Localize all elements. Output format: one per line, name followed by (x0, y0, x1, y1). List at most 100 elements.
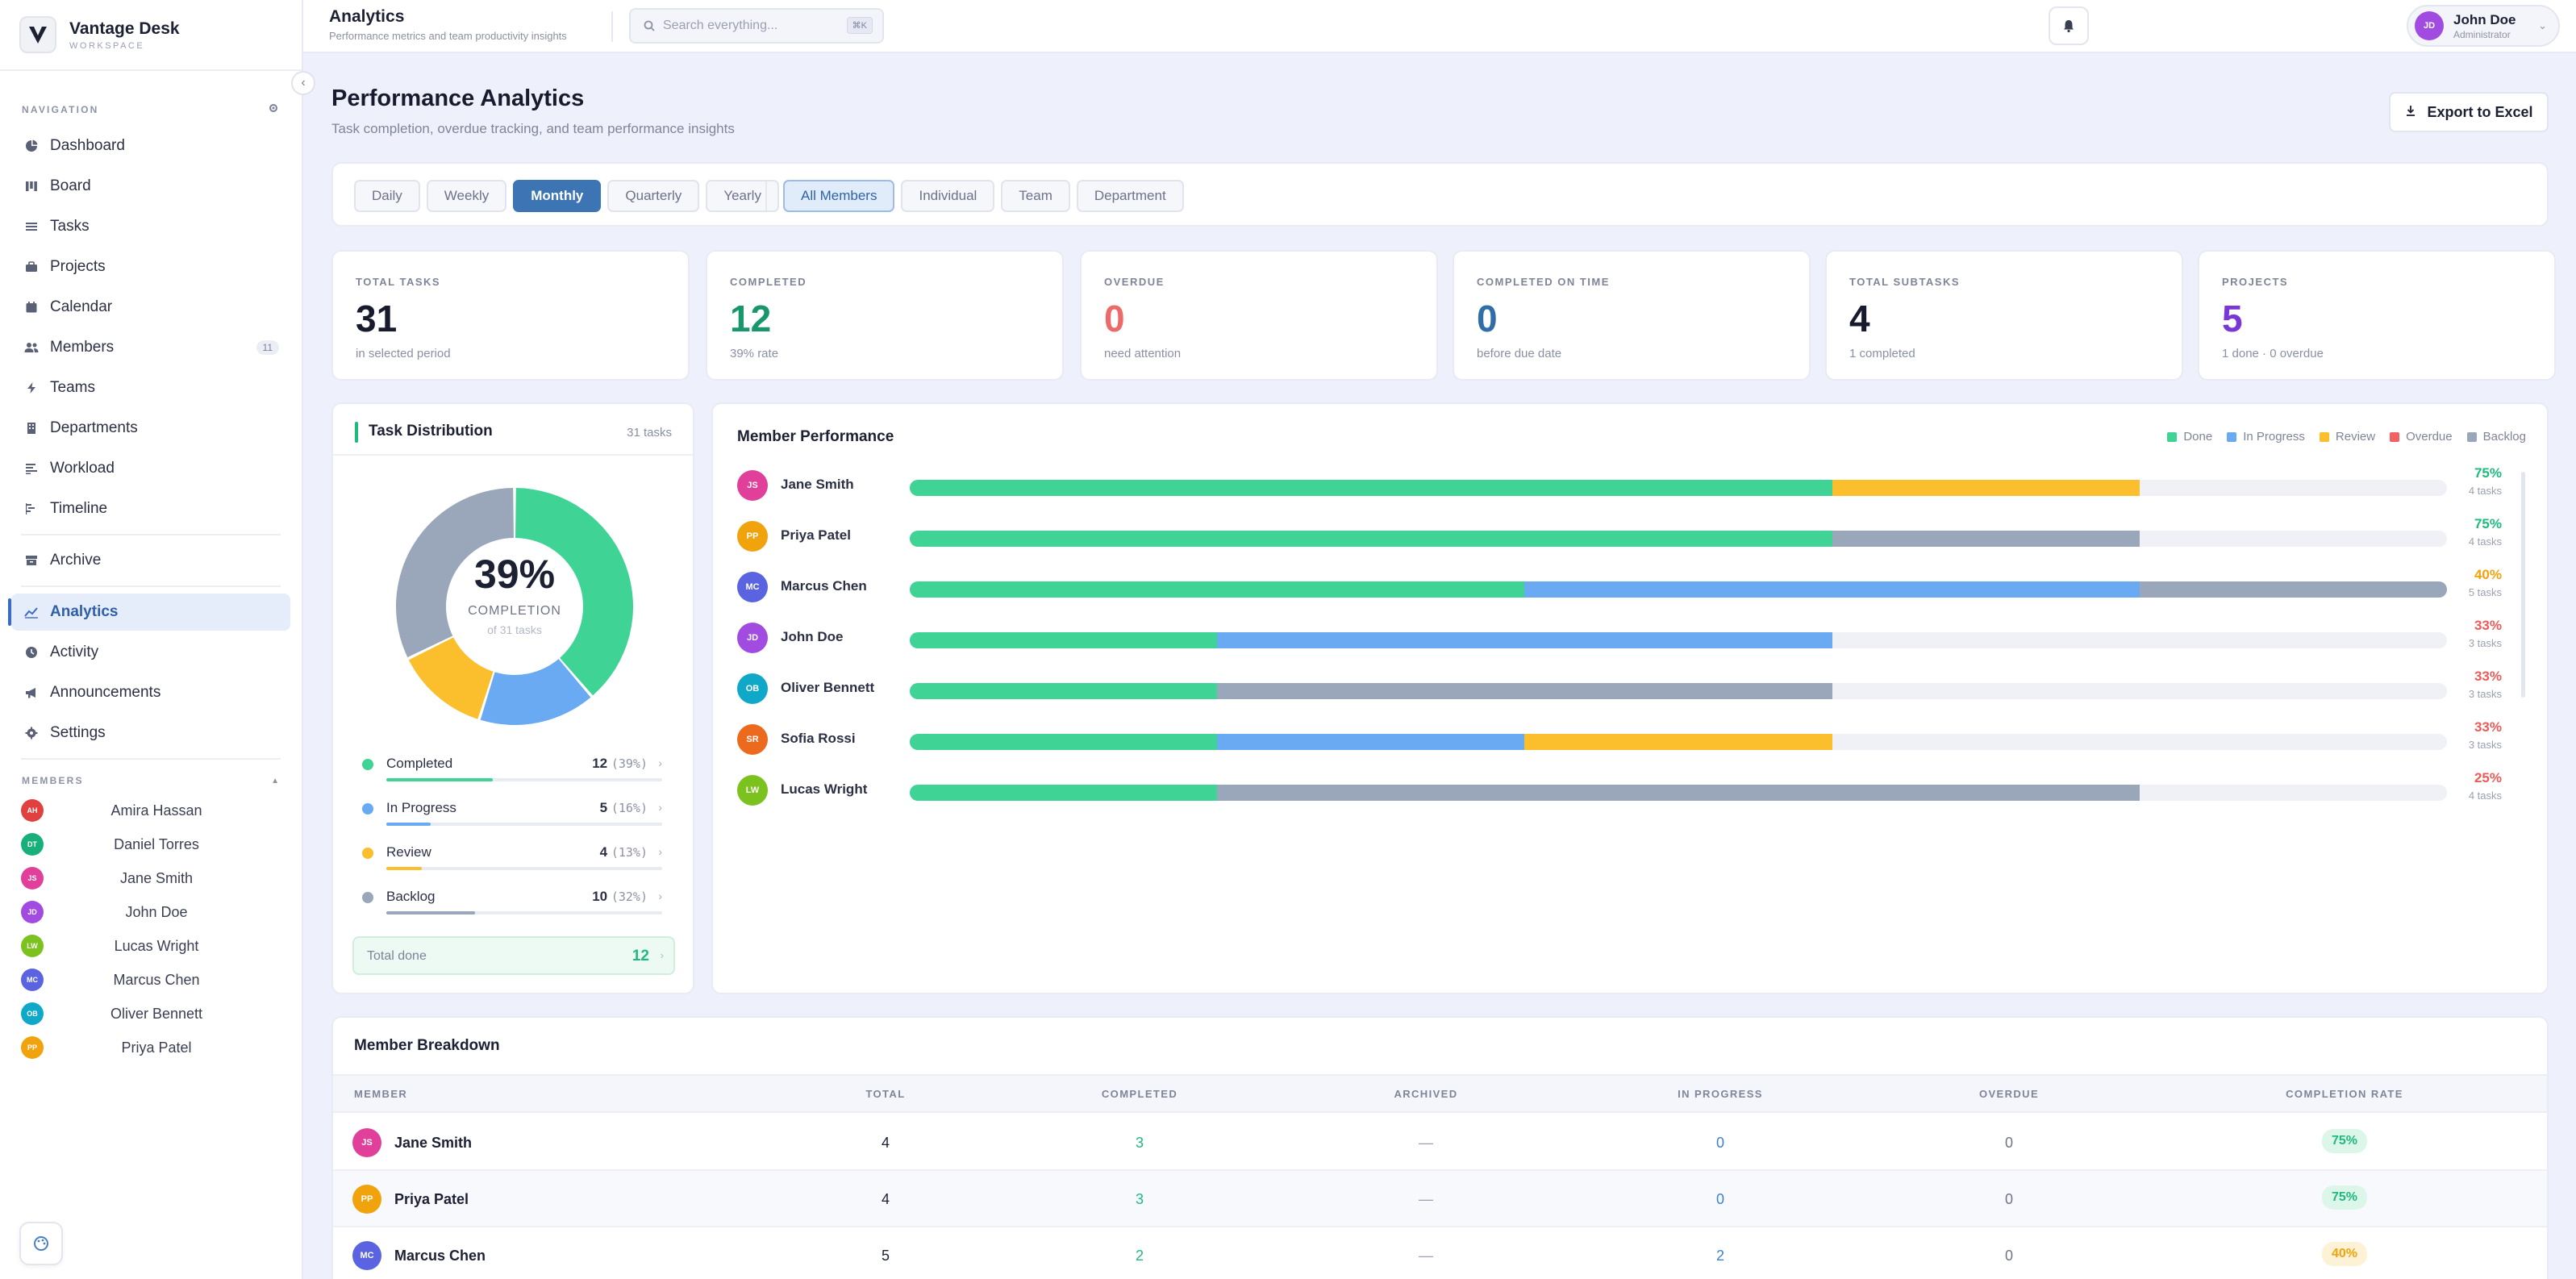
sidebar-item-projects[interactable]: Projects (11, 248, 290, 285)
legend-label: Done (2183, 430, 2213, 444)
user-name: John Doe (2453, 11, 2516, 27)
sidebar-item-calendar[interactable]: Calendar (11, 289, 290, 326)
brand[interactable]: Vantage Desk WORKSPACE (0, 0, 302, 71)
export-excel-button[interactable]: Export to Excel (2389, 92, 2549, 132)
members-collapse-icon[interactable]: ▲ (271, 776, 279, 785)
legend-item-review: Review (2319, 430, 2375, 444)
avatar: JD (737, 623, 768, 653)
performance-row[interactable]: MC Marcus Chen 40% 5 tasks (737, 567, 2528, 607)
sidebar-item-activity[interactable]: Activity (11, 634, 290, 671)
sidebar-member[interactable]: JD John Doe (0, 895, 302, 929)
theme-palette-button[interactable] (19, 1222, 63, 1265)
user-menu[interactable]: JD John Doe Administrator ⌄ (2407, 5, 2560, 47)
stat-note: 39% rate (730, 347, 779, 360)
legend-percent: (13%) (611, 845, 648, 860)
sidebar-item-dashboard[interactable]: Dashboard (11, 127, 290, 165)
legend-row-completed[interactable]: Completed 12 (39%) › (362, 751, 662, 786)
users-icon (24, 340, 39, 355)
scope-chip-all-members[interactable]: All Members (783, 180, 895, 212)
column-header-archived[interactable]: ARCHIVED (1394, 1088, 1458, 1100)
stacked-bar (910, 581, 2447, 598)
legend-swatch (2227, 431, 2237, 442)
sidebar-item-announcements[interactable]: Announcements (11, 674, 290, 711)
legend-label: Backlog (2482, 430, 2526, 444)
sidebar-item-board[interactable]: Board (11, 168, 290, 205)
total-done-row[interactable]: Total done 12 › (352, 936, 675, 975)
search-box[interactable]: ⌘K (629, 8, 884, 44)
column-header-in-progress[interactable]: IN PROGRESS (1678, 1088, 1763, 1100)
search-input[interactable] (663, 19, 840, 33)
stat-value: 0 (1104, 298, 1125, 340)
sidebar-item-timeline[interactable]: Timeline (11, 490, 290, 527)
overdue-cell: 0 (2004, 1135, 2014, 1151)
sidebar-member[interactable]: MC Marcus Chen (0, 963, 302, 997)
stat-label: PROJECTS (2222, 276, 2289, 288)
donut-slice-completed[interactable] (515, 488, 633, 696)
performance-row[interactable]: OB Oliver Bennett 33% 3 tasks (737, 669, 2528, 709)
sidebar-member[interactable]: JS Jane Smith (0, 861, 302, 895)
stacked-bar (910, 531, 2447, 547)
period-chip-yearly[interactable]: Yearly (706, 180, 779, 212)
column-header-completion-rate[interactable]: COMPLETION RATE (2286, 1088, 2403, 1100)
performance-row[interactable]: PP Priya Patel 75% 4 tasks (737, 516, 2528, 556)
sidebar-item-members[interactable]: Members 11 (11, 329, 290, 366)
column-header-completed[interactable]: COMPLETED (1101, 1088, 1178, 1100)
period-chip-monthly[interactable]: Monthly (513, 180, 602, 212)
performance-row[interactable]: SR Sofia Rossi 33% 3 tasks (737, 719, 2528, 760)
sidebar-item-analytics[interactable]: Analytics (8, 594, 290, 631)
legend-name: Completed (386, 756, 453, 771)
scope-chip-individual[interactable]: Individual (901, 180, 995, 212)
legend-row-backlog[interactable]: Backlog 10 (32%) › (362, 884, 662, 919)
sidebar-item-label: Teams (50, 379, 95, 396)
sidebar-member[interactable]: PP Priya Patel (0, 1031, 302, 1064)
member-name: Priya Patel (394, 1191, 469, 1207)
period-chip-weekly[interactable]: Weekly (426, 180, 507, 212)
table-row[interactable]: JS Jane Smith 4 3 — 0 0 75% (333, 1114, 2547, 1171)
table-row[interactable]: PP Priya Patel 4 3 — 0 0 75% (333, 1171, 2547, 1227)
scope-chip-department[interactable]: Department (1076, 180, 1184, 212)
period-filter: Daily Weekly Monthly Quarterly Yearly (354, 180, 779, 212)
sidebar-member[interactable]: AH Amira Hassan (0, 794, 302, 827)
avatar: MC (737, 572, 768, 602)
sidebar-item-tasks[interactable]: Tasks (11, 208, 290, 245)
completion-percent: 33% (2474, 669, 2502, 684)
sidebar-member[interactable]: DT Daniel Torres (0, 827, 302, 861)
in-progress-cell: 2 (1715, 1248, 1725, 1264)
donut-slice-in-progress[interactable] (480, 659, 591, 725)
performance-row[interactable]: JS Jane Smith 75% 4 tasks (737, 465, 2528, 506)
brand-logo (19, 16, 56, 53)
sidebar-item-workload[interactable]: Workload (11, 450, 290, 487)
donut-slice-backlog[interactable] (396, 488, 514, 658)
sidebar-item-label: Activity (50, 644, 99, 660)
donut-slice-review[interactable] (408, 637, 494, 719)
sidebar-member[interactable]: LW Lucas Wright (0, 929, 302, 963)
scope-chip-team[interactable]: Team (1001, 180, 1070, 212)
scrollbar[interactable] (2521, 472, 2525, 698)
sidebar-item-teams[interactable]: Teams (11, 369, 290, 406)
performance-row[interactable]: LW Lucas Wright 25% 4 tasks (737, 770, 2528, 810)
member-name: John Doe (781, 629, 844, 644)
table-row[interactable]: MC Marcus Chen 5 2 — 2 0 40% (333, 1227, 2547, 1279)
sidebar-member[interactable]: OB Oliver Bennett (0, 997, 302, 1031)
notifications-button[interactable] (2049, 6, 2089, 45)
archive-icon (24, 553, 39, 568)
period-chip-quarterly[interactable]: Quarterly (607, 180, 700, 212)
overdue-cell: 0 (2004, 1248, 2014, 1264)
column-header-total[interactable]: TOTAL (865, 1088, 906, 1100)
legend-row-in-progress[interactable]: In Progress 5 (16%) › (362, 795, 662, 831)
sidebar-item-departments[interactable]: Departments (11, 410, 290, 447)
column-header-overdue[interactable]: OVERDUE (1978, 1088, 2040, 1100)
stat-card-completed-on-time: COMPLETED ON TIME 0 before due date (1453, 250, 1811, 381)
period-chip-daily[interactable]: Daily (354, 180, 420, 212)
member-name: Marcus Chen (113, 971, 200, 988)
sidebar-collapse-button[interactable]: ‹ (291, 71, 315, 95)
sidebar-item-archive[interactable]: Archive (11, 542, 290, 579)
sidebar-item-settings[interactable]: Settings (11, 714, 290, 752)
avatar: MC (21, 969, 44, 991)
member-name: Priya Patel (121, 1039, 192, 1056)
nav-settings-icon[interactable] (268, 102, 279, 118)
performance-row[interactable]: JD John Doe 33% 3 tasks (737, 618, 2528, 658)
column-header-member[interactable]: MEMBER (354, 1088, 408, 1100)
legend-row-review[interactable]: Review 4 (13%) › (362, 839, 662, 875)
task-count: 5 tasks (2468, 586, 2502, 598)
